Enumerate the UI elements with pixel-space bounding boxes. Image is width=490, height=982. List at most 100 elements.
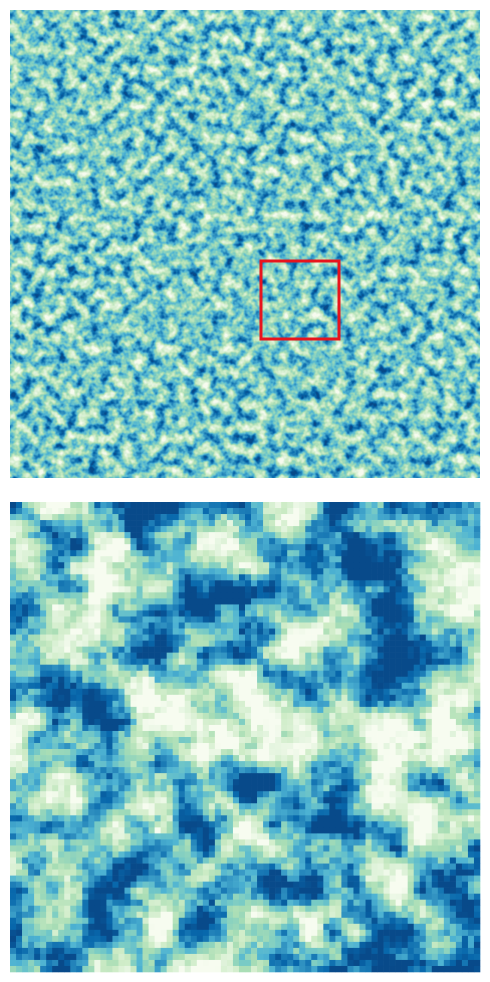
zoom-cell [467, 730, 475, 738]
zoom-cell [76, 797, 83, 804]
zoom-cell [377, 749, 384, 756]
zoom-cell [461, 845, 469, 852]
zoom-cell [160, 761, 167, 768]
zoom-cell [389, 791, 396, 798]
zoom-cell [329, 598, 336, 605]
zoom-cell [208, 520, 216, 527]
zoom-cell [220, 821, 228, 828]
zoom-cell [347, 797, 354, 804]
zoom-cell [341, 688, 348, 696]
zoom-cell [172, 622, 180, 629]
zoom-cell [299, 755, 306, 762]
zoom-cell [64, 706, 71, 714]
zoom-cell [148, 616, 155, 623]
zoom-cell [281, 556, 288, 563]
zoom-cell [455, 652, 463, 659]
zoom-cell [220, 700, 228, 708]
zoom-cell [100, 857, 107, 864]
zoom-cell [34, 688, 41, 696]
zoom-cell [82, 520, 89, 527]
zoom-cell [46, 616, 53, 623]
zoom-cell [287, 797, 294, 804]
zoom-cell [389, 634, 396, 641]
zoom-cell [341, 544, 348, 551]
zoom-cell [94, 730, 101, 738]
zoom-cell [196, 773, 204, 780]
zoom-cell [226, 706, 234, 714]
zoom-cell [208, 532, 216, 539]
zoom-cell [245, 755, 252, 762]
zoom-cell [82, 586, 89, 593]
zoom-cell [431, 634, 439, 641]
zoom-cell [148, 785, 155, 792]
zoom-cell [154, 737, 161, 744]
zoom-cell [413, 827, 421, 834]
zoom-cell [58, 652, 65, 659]
zoom-cell [365, 803, 372, 810]
zoom-cell [106, 676, 113, 684]
zoom-cell [64, 730, 71, 738]
zoom-cell [323, 875, 330, 882]
zoom-cell [461, 821, 469, 828]
zoom-cell [130, 568, 137, 575]
zoom-cell [467, 670, 475, 678]
zoom-cell [341, 682, 348, 690]
zoom-cell [341, 550, 348, 557]
zoom-cell [58, 664, 65, 672]
zoom-cell [329, 881, 336, 888]
zoom-cell [10, 532, 17, 539]
zoom-cell [311, 803, 318, 810]
zoom-cell [305, 682, 312, 690]
zoom-cell [323, 592, 330, 599]
zoom-cell [437, 628, 445, 635]
zoom-cell [245, 845, 252, 852]
zoom-cell [443, 622, 451, 629]
zoom-cell [34, 718, 41, 726]
zoom-cell [275, 580, 282, 587]
zoom-cell [52, 863, 59, 870]
zoom-cell [10, 712, 17, 720]
zoom-cell [245, 514, 252, 521]
zoom-cell [118, 586, 125, 593]
zoom-cell [377, 833, 384, 840]
zoom-cell [269, 616, 276, 623]
zoom-cell [293, 803, 300, 810]
zoom-cell [431, 670, 439, 678]
zoom-cell [473, 616, 481, 623]
zoom-cell [245, 712, 252, 720]
zoom-cell [34, 815, 41, 822]
zoom-cell [160, 833, 167, 840]
zoom-cell [214, 827, 222, 834]
zoom-cell [437, 815, 445, 822]
zoom-cell [383, 700, 390, 708]
zoom-cell [136, 670, 143, 678]
zoom-cell [425, 767, 433, 774]
zoom-cell [16, 785, 23, 792]
zoom-cell [287, 514, 294, 521]
zoom-cell [467, 773, 475, 780]
zoom-cell [22, 526, 29, 533]
zoom-cell [52, 538, 59, 545]
zoom-cell [449, 706, 457, 714]
zoom-cell [257, 598, 264, 605]
zoom-cell [142, 803, 149, 810]
zoom-cell [130, 730, 137, 738]
zoom-cell [347, 875, 354, 882]
zoom-cell [94, 815, 101, 822]
zoom-cell [419, 580, 427, 587]
zoom-cell [311, 700, 318, 708]
zoom-cell [359, 664, 366, 672]
zoom-cell [377, 646, 384, 653]
zoom-cell [148, 550, 155, 557]
zoom-cell [64, 532, 71, 539]
zoom-cell [76, 634, 83, 641]
zoom-cell [52, 791, 59, 798]
zoom-cell [293, 730, 300, 738]
zoom-cell [136, 712, 143, 720]
zoom-cell [238, 718, 246, 726]
zoom-cell [329, 791, 336, 798]
zoom-cell [130, 658, 137, 665]
zoom-cell [238, 502, 246, 509]
zoom-cell [467, 544, 475, 551]
zoom-cell [263, 544, 270, 551]
